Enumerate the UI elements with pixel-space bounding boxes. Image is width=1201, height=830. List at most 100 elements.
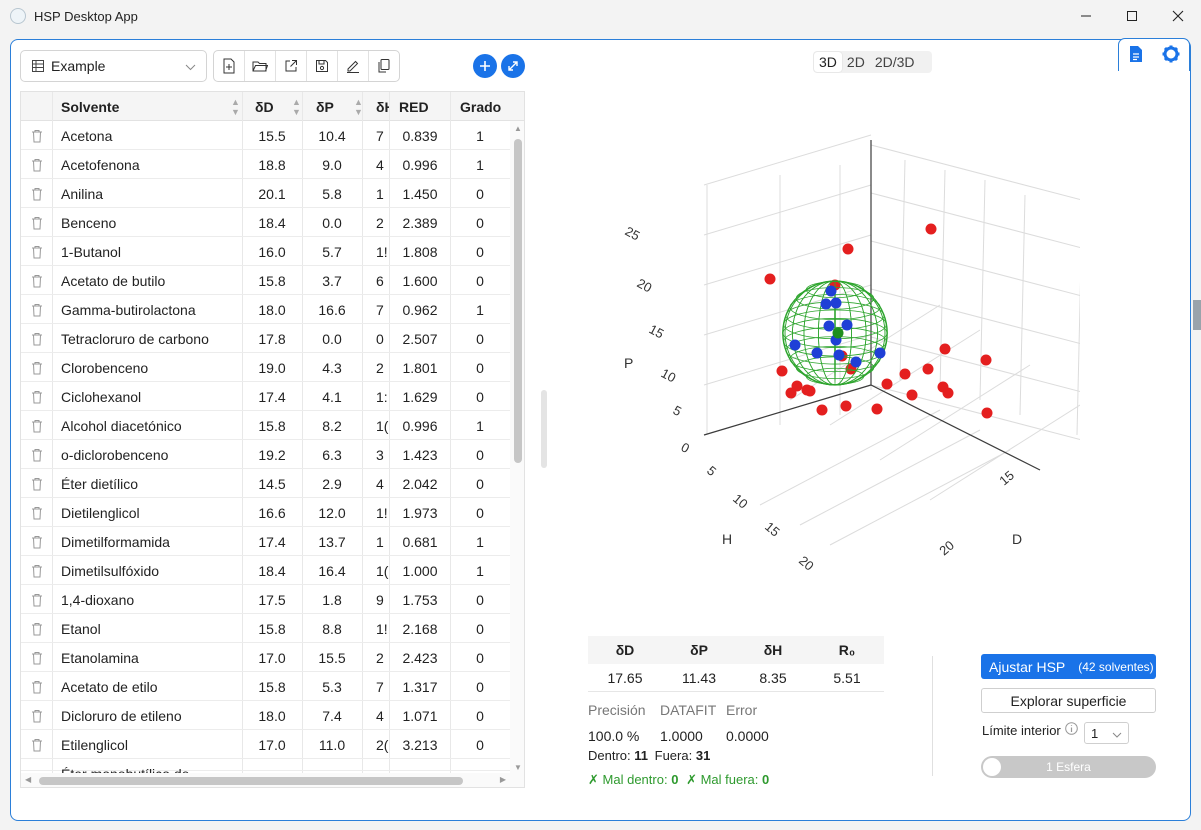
dataset-select[interactable]: Example [20,50,207,82]
trash-icon[interactable] [31,643,47,672]
trash-icon[interactable] [31,585,47,614]
trash-icon[interactable] [31,730,47,759]
open-folder-button[interactable] [245,51,276,81]
data-point[interactable] [906,389,918,401]
trash-icon[interactable] [31,527,47,556]
table-row[interactable]: Etilenglicol 17.0 11.0 2(3.213 0 [21,730,510,759]
data-point[interactable] [840,400,852,412]
trash-icon[interactable] [31,672,47,701]
table-row[interactable]: Tetracloruro de carbono 17.8 0.0 0 2.507 0 [21,324,510,353]
data-point[interactable] [833,349,845,361]
fit-hsp-button[interactable]: Ajustar HSP (42 solventes) [981,654,1156,679]
table-row[interactable]: Alcohol diacetónico 15.8 8.2 1(0.996 1 [21,411,510,440]
edit-button[interactable] [338,51,369,81]
copy-button[interactable] [369,51,399,81]
trash-icon[interactable] [31,353,47,382]
trash-icon[interactable] [31,440,47,469]
column-header-red[interactable]: RED [399,98,429,115]
data-point[interactable] [832,327,844,339]
trash-icon[interactable] [31,150,47,179]
add-button[interactable] [473,54,497,78]
data-point[interactable] [823,320,835,332]
tab-2d-3d[interactable]: 2D/3D [874,54,915,70]
panel-splitter[interactable] [541,390,547,468]
trash-icon[interactable] [31,295,47,324]
trash-icon[interactable] [31,701,47,730]
horizontal-scrollbar[interactable]: ◀ ▶ [21,773,524,787]
table-row[interactable]: Dimetilsulfóxido 18.4 16.4 1(1.000 1 [21,556,510,585]
table-row[interactable]: 1-Butanol 16.0 5.7 1! 1.808 0 [21,237,510,266]
settings-tab[interactable] [1162,45,1180,66]
table-row[interactable]: Acetato de butilo 15.8 3.7 6 1.600 0 [21,266,510,295]
trash-icon[interactable] [31,208,47,237]
data-point[interactable] [820,298,832,310]
data-point[interactable] [811,347,823,359]
data-point[interactable] [842,243,854,255]
data-point[interactable] [899,368,911,380]
vertical-scrollbar[interactable]: ▲ ▼ [510,121,524,775]
data-point[interactable] [939,343,951,355]
data-point[interactable] [764,273,776,285]
trash-icon[interactable] [31,498,47,527]
trash-icon[interactable] [31,121,47,150]
table-row[interactable]: Anilina 20.1 5.8 1 1.450 0 [21,179,510,208]
data-point[interactable] [785,387,797,399]
trash-icon[interactable] [31,614,47,643]
trash-icon[interactable] [31,382,47,411]
tab-2d[interactable]: 2D [846,54,865,70]
info-icon[interactable] [1064,722,1078,738]
close-button[interactable] [1155,0,1201,32]
trash-icon[interactable] [31,556,47,585]
table-row[interactable]: Acetato de etilo 15.8 5.3 7 1.317 0 [21,672,510,701]
table-row[interactable]: Etanolamina 17.0 15.5 2 2.423 0 [21,643,510,672]
table-row[interactable]: Éter dietílico 14.5 2.9 4 2.042 0 [21,469,510,498]
trash-icon[interactable] [31,237,47,266]
column-header-grado[interactable]: Grado [460,98,502,115]
data-point[interactable] [850,356,862,368]
data-point[interactable] [874,347,886,359]
data-point[interactable] [881,378,893,390]
data-point[interactable] [816,404,828,416]
table-row[interactable]: Gamma-butirolactona 18.0 16.6 7 0.962 1 [21,295,510,324]
table-row[interactable]: Dicloruro de etileno 18.0 7.4 4 1.071 0 [21,701,510,730]
data-point[interactable] [925,223,937,235]
table-row[interactable]: 1,4-dioxano 17.5 1.8 9 1.753 0 [21,585,510,614]
table-row[interactable]: Éter monobutílico de [21,759,510,775]
table-row[interactable]: Acetona 15.5 10.4 7 0.839 1 [21,121,510,150]
scrollbar-thumb[interactable] [39,777,463,785]
data-point[interactable] [980,354,992,366]
trash-icon[interactable] [31,266,47,295]
data-point[interactable] [841,319,853,331]
trash-icon[interactable] [31,411,47,440]
data-point[interactable] [942,387,954,399]
table-row[interactable]: Dietilenglicol 16.6 12.0 1! 1.973 0 [21,498,510,527]
trash-icon[interactable] [31,179,47,208]
table-row[interactable]: Dimetilformamida 17.4 13.7 1 0.681 1 [21,527,510,556]
data-point[interactable] [981,407,993,419]
data-point[interactable] [804,385,816,397]
column-header-dh[interactable]: δH [376,98,389,115]
data-point[interactable] [776,365,788,377]
save-button[interactable] [307,51,338,81]
data-point[interactable] [871,403,883,415]
tab-3d[interactable]: 3D [814,52,842,72]
export-button[interactable] [276,51,307,81]
minimize-button[interactable] [1063,0,1109,32]
table-row[interactable]: Ciclohexanol 17.4 4.1 1: 1.629 0 [21,382,510,411]
expand-button[interactable] [501,54,525,78]
hsp-3d-plot[interactable]: P H D 0 5 10 15 20 25 5 10 15 20 15 20 [600,120,1080,600]
data-point[interactable] [830,297,842,309]
limit-select[interactable]: 1 [1084,722,1129,744]
table-row[interactable]: o-diclorobenceno 19.2 6.3 3 1.423 0 [21,440,510,469]
column-header-dp[interactable]: δP ▲ ▼ [316,96,363,117]
table-row[interactable]: Benceno 18.4 0.0 2 2.389 0 [21,208,510,237]
data-point[interactable] [789,339,801,351]
data-point[interactable] [922,363,934,375]
column-header-solvente[interactable]: Solvente ▲ ▼ [61,96,240,117]
table-row[interactable]: Acetofenona 18.8 9.0 4 0.996 1 [21,150,510,179]
trash-icon[interactable] [31,469,47,498]
new-file-button[interactable] [214,51,245,81]
table-row[interactable]: Etanol 15.8 8.8 1! 2.168 0 [21,614,510,643]
trash-icon[interactable] [31,324,47,353]
table-row[interactable]: Clorobenceno 19.0 4.3 2 1.801 0 [21,353,510,382]
